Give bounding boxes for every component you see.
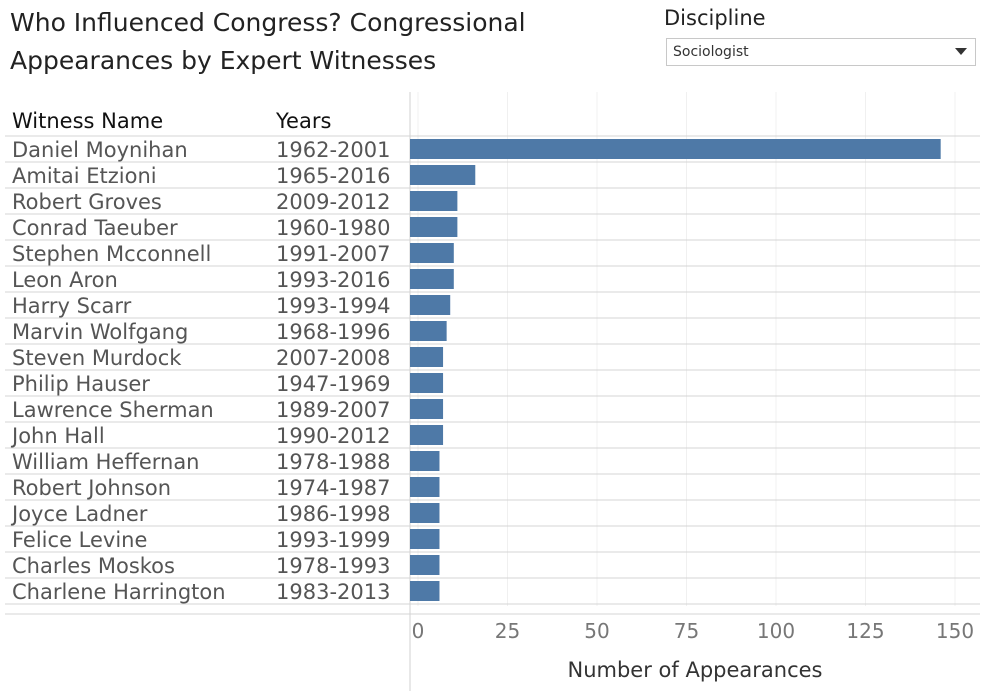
bar (410, 425, 444, 445)
witness-years-label: 1990-2012 (276, 424, 390, 448)
bar (410, 269, 454, 289)
witness-name-label: John Hall (10, 424, 105, 448)
bar (410, 191, 458, 211)
x-tick-label: 50 (584, 619, 609, 643)
bar (410, 139, 941, 159)
bar (410, 451, 440, 471)
witness-name-label: Robert Johnson (12, 476, 171, 500)
bar (410, 477, 440, 497)
witness-years-label: 2007-2008 (276, 346, 390, 370)
bar (410, 347, 444, 367)
chart-title: Who Influenced Congress? Congressional A… (10, 4, 610, 80)
discipline-selected-value: Sociologist (673, 44, 749, 60)
bar (410, 165, 476, 185)
witness-years-label: 1993-1994 (276, 294, 390, 318)
discipline-dropdown[interactable]: Sociologist (666, 38, 976, 66)
witness-name-label: Charles Moskos (12, 554, 175, 578)
chart-title-line1: Who Influenced Congress? Congressional (10, 8, 526, 37)
x-tick-label: 150 (936, 619, 974, 643)
x-tick-label: 125 (846, 619, 884, 643)
witness-years-label: 2009-2012 (276, 190, 390, 214)
witness-years-label: 1993-2016 (276, 268, 390, 292)
x-tick-label: 75 (674, 619, 699, 643)
years-header: Years (276, 109, 332, 133)
witness-years-label: 1983-2013 (276, 580, 390, 604)
witness-years-label: 1960-1980 (276, 216, 390, 240)
bar (410, 581, 440, 601)
x-tick-label: 0 (412, 619, 425, 643)
witness-name-label: Robert Groves (12, 190, 162, 214)
witness-name-label: Steven Murdock (12, 346, 182, 370)
witness-years-label: 1991-2007 (276, 242, 390, 266)
bar (410, 503, 440, 523)
bar (410, 529, 440, 549)
witness-name-label: Daniel Moynihan (12, 138, 188, 162)
witness-name-label: Amitai Etzioni (12, 164, 157, 188)
witness-name-header: Witness Name (12, 109, 164, 133)
witness-name-label: Lawrence Sherman (12, 398, 214, 422)
bar (410, 217, 458, 237)
x-tick-label: 100 (757, 619, 795, 643)
bar (410, 373, 444, 393)
chart-title-line2: Appearances by Expert Witnesses (10, 46, 437, 75)
bar (410, 555, 440, 575)
witness-years-label: 1974-1987 (276, 476, 390, 500)
witness-years-label: 1986-1998 (276, 502, 390, 526)
witness-name-label: Philip Hauser (12, 372, 150, 396)
bar (410, 321, 447, 341)
chevron-down-icon[interactable] (947, 39, 975, 65)
witness-name-label: William Heffernan (12, 450, 200, 474)
witness-name-label: Felice Levine (12, 528, 147, 552)
witness-years-label: 1989-2007 (276, 398, 390, 422)
bar (410, 243, 454, 263)
witness-name-label: Stephen Mcconnell (12, 242, 211, 266)
witness-years-label: 1978-1988 (276, 450, 390, 474)
witness-years-label: 1978-1993 (276, 554, 390, 578)
witness-name-label: Charlene Harrington (12, 580, 226, 604)
witness-name-label: Conrad Taeuber (12, 216, 178, 240)
witness-years-label: 1947-1969 (276, 372, 390, 396)
witness-years-label: 1962-2001 (276, 138, 390, 162)
x-axis-title: Number of Appearances (568, 658, 823, 682)
x-tick-label: 25 (495, 619, 520, 643)
discipline-filter-label: Discipline (664, 6, 766, 30)
witness-name-label: Marvin Wolfgang (12, 320, 188, 344)
witness-years-label: 1965-2016 (276, 164, 390, 188)
witness-years-label: 1993-1999 (276, 528, 390, 552)
witness-name-label: Leon Aron (12, 268, 118, 292)
witness-name-label: Joyce Ladner (10, 502, 148, 526)
bar (410, 399, 444, 419)
witness-years-label: 1968-1996 (276, 320, 390, 344)
bar (410, 295, 451, 315)
witness-name-label: Harry Scarr (12, 294, 132, 318)
